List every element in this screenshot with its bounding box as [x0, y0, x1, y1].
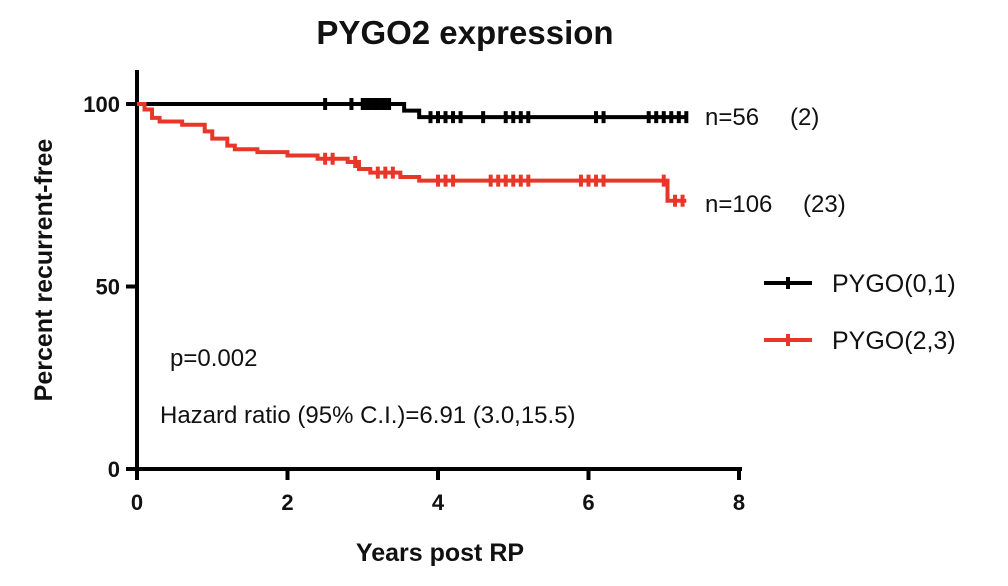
- y-ticks: 0 50 100: [83, 92, 137, 482]
- y-tick-label: 100: [83, 92, 120, 117]
- survival-curve-line: [137, 102, 687, 203]
- legend-label: PYGO(0,1): [832, 270, 956, 298]
- survival-curve-line: [137, 102, 687, 120]
- y-tick-label: 0: [108, 457, 120, 482]
- series-n-label: n=106: [705, 191, 772, 218]
- x-tick-label: 2: [281, 490, 293, 515]
- y-tick-label: 50: [96, 275, 120, 300]
- series-1: [137, 98, 689, 124]
- x-tick-label: 8: [733, 490, 745, 515]
- legend-item: PYGO(2,3): [764, 327, 956, 355]
- series-events-label: (2): [790, 104, 819, 131]
- legend-item: PYGO(0,1): [764, 270, 956, 298]
- legend-label: PYGO(2,3): [832, 327, 956, 355]
- y-axis-title: Percent recurrent-free: [30, 139, 58, 402]
- x-ticks: 0 2 4 6 8: [131, 469, 745, 515]
- hazard-ratio-label: Hazard ratio (95% C.I.)=6.91 (3.0,15.5): [160, 402, 576, 429]
- x-tick-label: 6: [582, 490, 594, 515]
- series-n-label: n=56: [705, 104, 759, 131]
- p-value-label: p=0.002: [170, 345, 257, 372]
- series-events-label: (23): [803, 191, 846, 218]
- chart-title: PYGO2 expression: [316, 14, 613, 51]
- legend: PYGO(0,1) PYGO(2,3): [764, 270, 956, 355]
- end-labels: n=56 (2) n=106 (23): [705, 104, 846, 218]
- series-layer: [137, 98, 689, 207]
- x-axis-title: Years post RP: [356, 539, 524, 567]
- series-2: [137, 102, 687, 207]
- x-tick-label: 4: [432, 490, 445, 515]
- x-tick-label: 0: [131, 490, 143, 515]
